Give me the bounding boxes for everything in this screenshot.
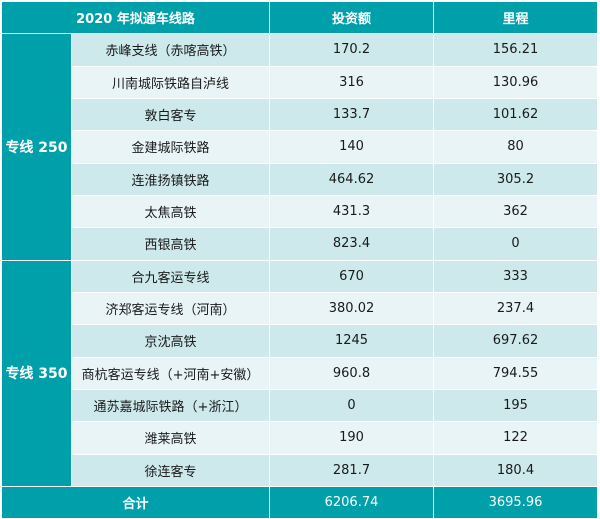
table-row: 专线 350 合九客运专线 670 333	[2, 260, 598, 487]
route-name: 连淮扬镇铁路	[72, 163, 270, 196]
mileage-value: 156.21	[434, 34, 598, 67]
route-name: 西银高铁	[72, 228, 270, 261]
group-label: 专线 350	[2, 260, 72, 487]
table-row: 济郑客运专线（河南） 380.02 237.4	[2, 292, 598, 326]
total-row: 合计 6206.74 3695.96	[2, 486, 598, 519]
table-row: 商杭客运专线（+河南+安徽） 960.8 794.55	[2, 357, 598, 390]
investment-value: 281.7	[270, 454, 434, 487]
mileage-value: 237.4	[434, 292, 598, 326]
mileage-value: 122	[434, 422, 598, 455]
route-name: 济郑客运专线（河南）	[72, 292, 270, 326]
mileage-value: 305.2	[434, 163, 598, 196]
mileage-value: 180.4	[434, 454, 598, 487]
mileage-value: 697.62	[434, 325, 598, 358]
investment-value: 316	[270, 66, 434, 99]
route-name: 通苏嘉城际铁路（+浙江）	[72, 389, 270, 423]
table-row: 通苏嘉城际铁路（+浙江） 0 195	[2, 389, 598, 423]
header-investment: 投资额	[270, 2, 434, 35]
investment-value: 464.62	[270, 163, 434, 196]
route-name: 商杭客运专线（+河南+安徽）	[72, 357, 270, 390]
route-name: 太焦高铁	[72, 195, 270, 229]
table-row: 专线 250 赤峰支线（赤喀高铁） 170.2 156.21	[2, 34, 598, 261]
investment-value: 960.8	[270, 357, 434, 390]
header-mileage: 里程	[434, 2, 598, 35]
table-row: 敦白客专 133.7 101.62	[2, 98, 598, 132]
route-name: 敦白客专	[72, 98, 270, 132]
table-row: 京沈高铁 1245 697.62	[2, 325, 598, 358]
mileage-value: 794.55	[434, 357, 598, 390]
route-name: 徐连客专	[72, 454, 270, 487]
total-mileage: 3695.96	[434, 486, 598, 519]
table-row: 川南城际铁路自泸线 316 130.96	[2, 66, 598, 99]
investment-value: 170.2	[270, 34, 434, 67]
mileage-value: 0	[434, 228, 598, 261]
investment-value: 380.02	[270, 292, 434, 326]
mileage-value: 362	[434, 195, 598, 229]
route-name: 赤峰支线（赤喀高铁）	[72, 34, 270, 67]
table-row: 金建城际铁路 140 80	[2, 131, 598, 164]
route-name: 合九客运专线	[72, 260, 270, 293]
investment-value: 0	[270, 389, 434, 423]
table-row: 西银高铁 823.4 0	[2, 228, 598, 261]
investment-value: 190	[270, 422, 434, 455]
investment-value: 431.3	[270, 195, 434, 229]
mileage-value: 101.62	[434, 98, 598, 132]
table-row: 徐连客专 281.7 180.4	[2, 454, 598, 487]
group-label: 专线 250	[2, 34, 72, 261]
investment-value: 140	[270, 131, 434, 164]
investment-value: 133.7	[270, 98, 434, 132]
route-name: 金建城际铁路	[72, 131, 270, 164]
investment-value: 670	[270, 260, 434, 293]
total-label: 合计	[2, 486, 270, 519]
mileage-value: 333	[434, 260, 598, 293]
table-row: 太焦高铁 431.3 362	[2, 195, 598, 229]
route-name: 川南城际铁路自泸线	[72, 66, 270, 99]
route-name: 潍莱高铁	[72, 422, 270, 455]
mileage-value: 80	[434, 131, 598, 164]
route-name: 京沈高铁	[72, 325, 270, 358]
table-row: 潍莱高铁 190 122	[2, 422, 598, 455]
header-route: 2020 年拟通车线路	[2, 2, 270, 35]
investment-value: 823.4	[270, 228, 434, 261]
investment-value: 1245	[270, 325, 434, 358]
table-row: 连淮扬镇铁路 464.62 305.2	[2, 163, 598, 196]
table-header-row: 2020 年拟通车线路 投资额 里程	[2, 2, 598, 35]
mileage-value: 130.96	[434, 66, 598, 99]
mileage-value: 195	[434, 389, 598, 423]
total-investment: 6206.74	[270, 486, 434, 519]
